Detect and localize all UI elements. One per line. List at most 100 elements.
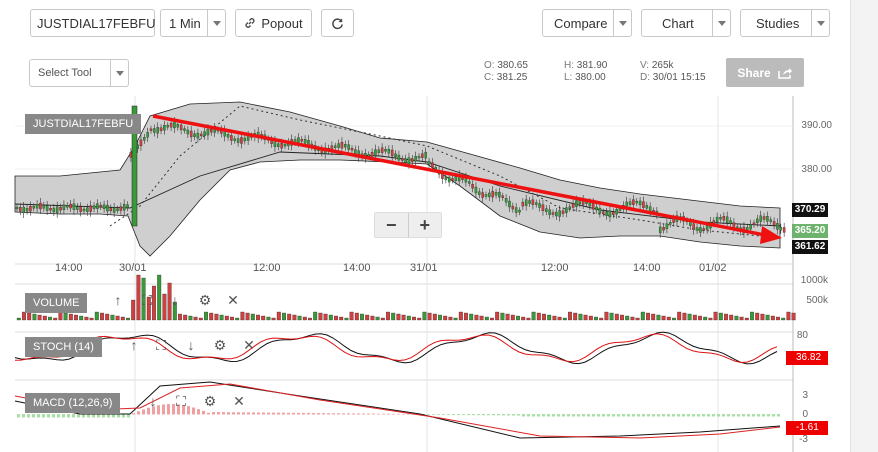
expand-icon[interactable]: ⛶ [142, 292, 152, 308]
candle-body [658, 226, 662, 234]
volume-bar [776, 316, 780, 321]
candle-body [159, 127, 163, 131]
candle-body [109, 207, 113, 212]
chart-type-dropdown[interactable]: Chart [641, 9, 731, 37]
volume-bar [100, 312, 104, 321]
macd-histogram-bar [82, 414, 85, 418]
volume-bar [141, 277, 146, 321]
volume-bar [547, 314, 552, 321]
candle-body [186, 129, 190, 135]
macd-histogram-bar [487, 414, 490, 416]
candle-body [347, 144, 350, 150]
price-tick-380: 380.00 [801, 164, 832, 175]
zoom-in-button[interactable]: + [419, 215, 430, 235]
candle-body [414, 155, 417, 162]
macd-histogram-bar [637, 414, 640, 417]
gear-icon[interactable]: ⚙ [203, 393, 217, 409]
volume-bar [542, 313, 546, 321]
compare-dropdown[interactable]: Compare [542, 9, 632, 37]
volume-bar [84, 316, 89, 321]
candle-body [183, 128, 186, 131]
select-tool-dropdown[interactable]: Select Tool [29, 59, 129, 87]
volume-bar [708, 317, 713, 321]
candle-body [300, 139, 303, 142]
candle-body [62, 204, 66, 210]
symbol-input[interactable]: JUSTDIAL17FEBFU [30, 9, 155, 37]
move-down-icon[interactable]: ↓ [149, 393, 157, 409]
candle-body [548, 209, 551, 215]
volume-bar [136, 274, 141, 321]
volume-bar [588, 315, 593, 321]
interval-dropdown[interactable]: 1 Min [160, 9, 226, 37]
close-icon[interactable]: ✕ [243, 337, 255, 353]
volume-tick-1000k: 1000k [800, 275, 828, 286]
macd-histogram-bar [247, 412, 250, 415]
candle-body [29, 206, 32, 212]
gear-icon[interactable]: ⚙ [213, 337, 227, 353]
ohlc-date: D: 30/01 15:15 [640, 72, 706, 83]
candle-body [645, 205, 649, 209]
volume-bar [448, 316, 453, 321]
popout-button[interactable]: Popout [235, 9, 312, 37]
move-down-icon[interactable]: ↓ [187, 337, 195, 353]
chevron-down-icon [110, 60, 128, 86]
expand-icon[interactable]: ⛶ [156, 337, 166, 353]
time-tick: 14:00 [633, 262, 661, 274]
candle-body [35, 204, 39, 209]
macd-histogram-bar [342, 413, 345, 415]
volume-bar [396, 313, 401, 321]
candle-body [565, 207, 568, 213]
macd-histogram-bar [777, 414, 780, 417]
compare-label: Compare [554, 15, 608, 31]
volume-bar [458, 311, 463, 321]
macd-histogram-bar [17, 414, 20, 418]
share-button[interactable]: Share [726, 58, 804, 87]
macd-histogram-bar [772, 414, 775, 417]
close-icon[interactable]: ✕ [233, 393, 245, 409]
candle-body [240, 137, 243, 144]
volume-bar [718, 312, 723, 321]
candle-body [732, 222, 736, 228]
macd-histogram-bar [107, 414, 110, 418]
macd-histogram-bar [182, 405, 185, 415]
candle-body [277, 143, 280, 147]
candle-body [538, 203, 541, 208]
chart-canvas[interactable] [0, 96, 850, 452]
chevron-down-icon [613, 10, 631, 36]
volume-bar [479, 315, 484, 321]
candle-body [22, 206, 25, 214]
volume-bar [328, 314, 333, 321]
candle-body [779, 227, 783, 231]
candle-body [79, 206, 82, 212]
gear-icon[interactable]: ⚙ [198, 292, 212, 308]
move-up-icon[interactable]: ↑ [130, 337, 138, 353]
candle-body [333, 145, 337, 148]
move-down-icon[interactable]: ↓ [171, 292, 179, 308]
candle-body [52, 207, 56, 213]
close-icon[interactable]: ✕ [227, 292, 239, 308]
expand-icon[interactable]: ⛶ [176, 393, 186, 409]
candle-body [82, 208, 86, 212]
candle-body [387, 149, 391, 154]
macd-histogram-bar [27, 414, 30, 418]
time-tick: 14:00 [55, 262, 83, 274]
studies-dropdown[interactable]: Studies [740, 9, 830, 37]
macd-histogram-bar [652, 414, 655, 417]
volume-bar [224, 315, 229, 321]
candle-body [427, 161, 431, 165]
volume-bar [656, 314, 661, 321]
volume-bar [292, 314, 297, 321]
volume-bar [198, 317, 203, 321]
candle-body [76, 206, 79, 210]
candle-body [407, 157, 411, 164]
macd-histogram-bar [622, 414, 625, 417]
volume-bar [568, 311, 572, 321]
zoom-out-button[interactable]: − [385, 215, 397, 235]
macd-tick-3: 3 [802, 390, 808, 401]
macd-histogram-bar [397, 413, 400, 415]
move-up-icon[interactable]: ↑ [114, 292, 122, 308]
candle-body [25, 208, 29, 212]
volume-bar [765, 314, 770, 321]
stoch-d-line [14, 333, 778, 364]
refresh-button[interactable] [321, 9, 354, 37]
